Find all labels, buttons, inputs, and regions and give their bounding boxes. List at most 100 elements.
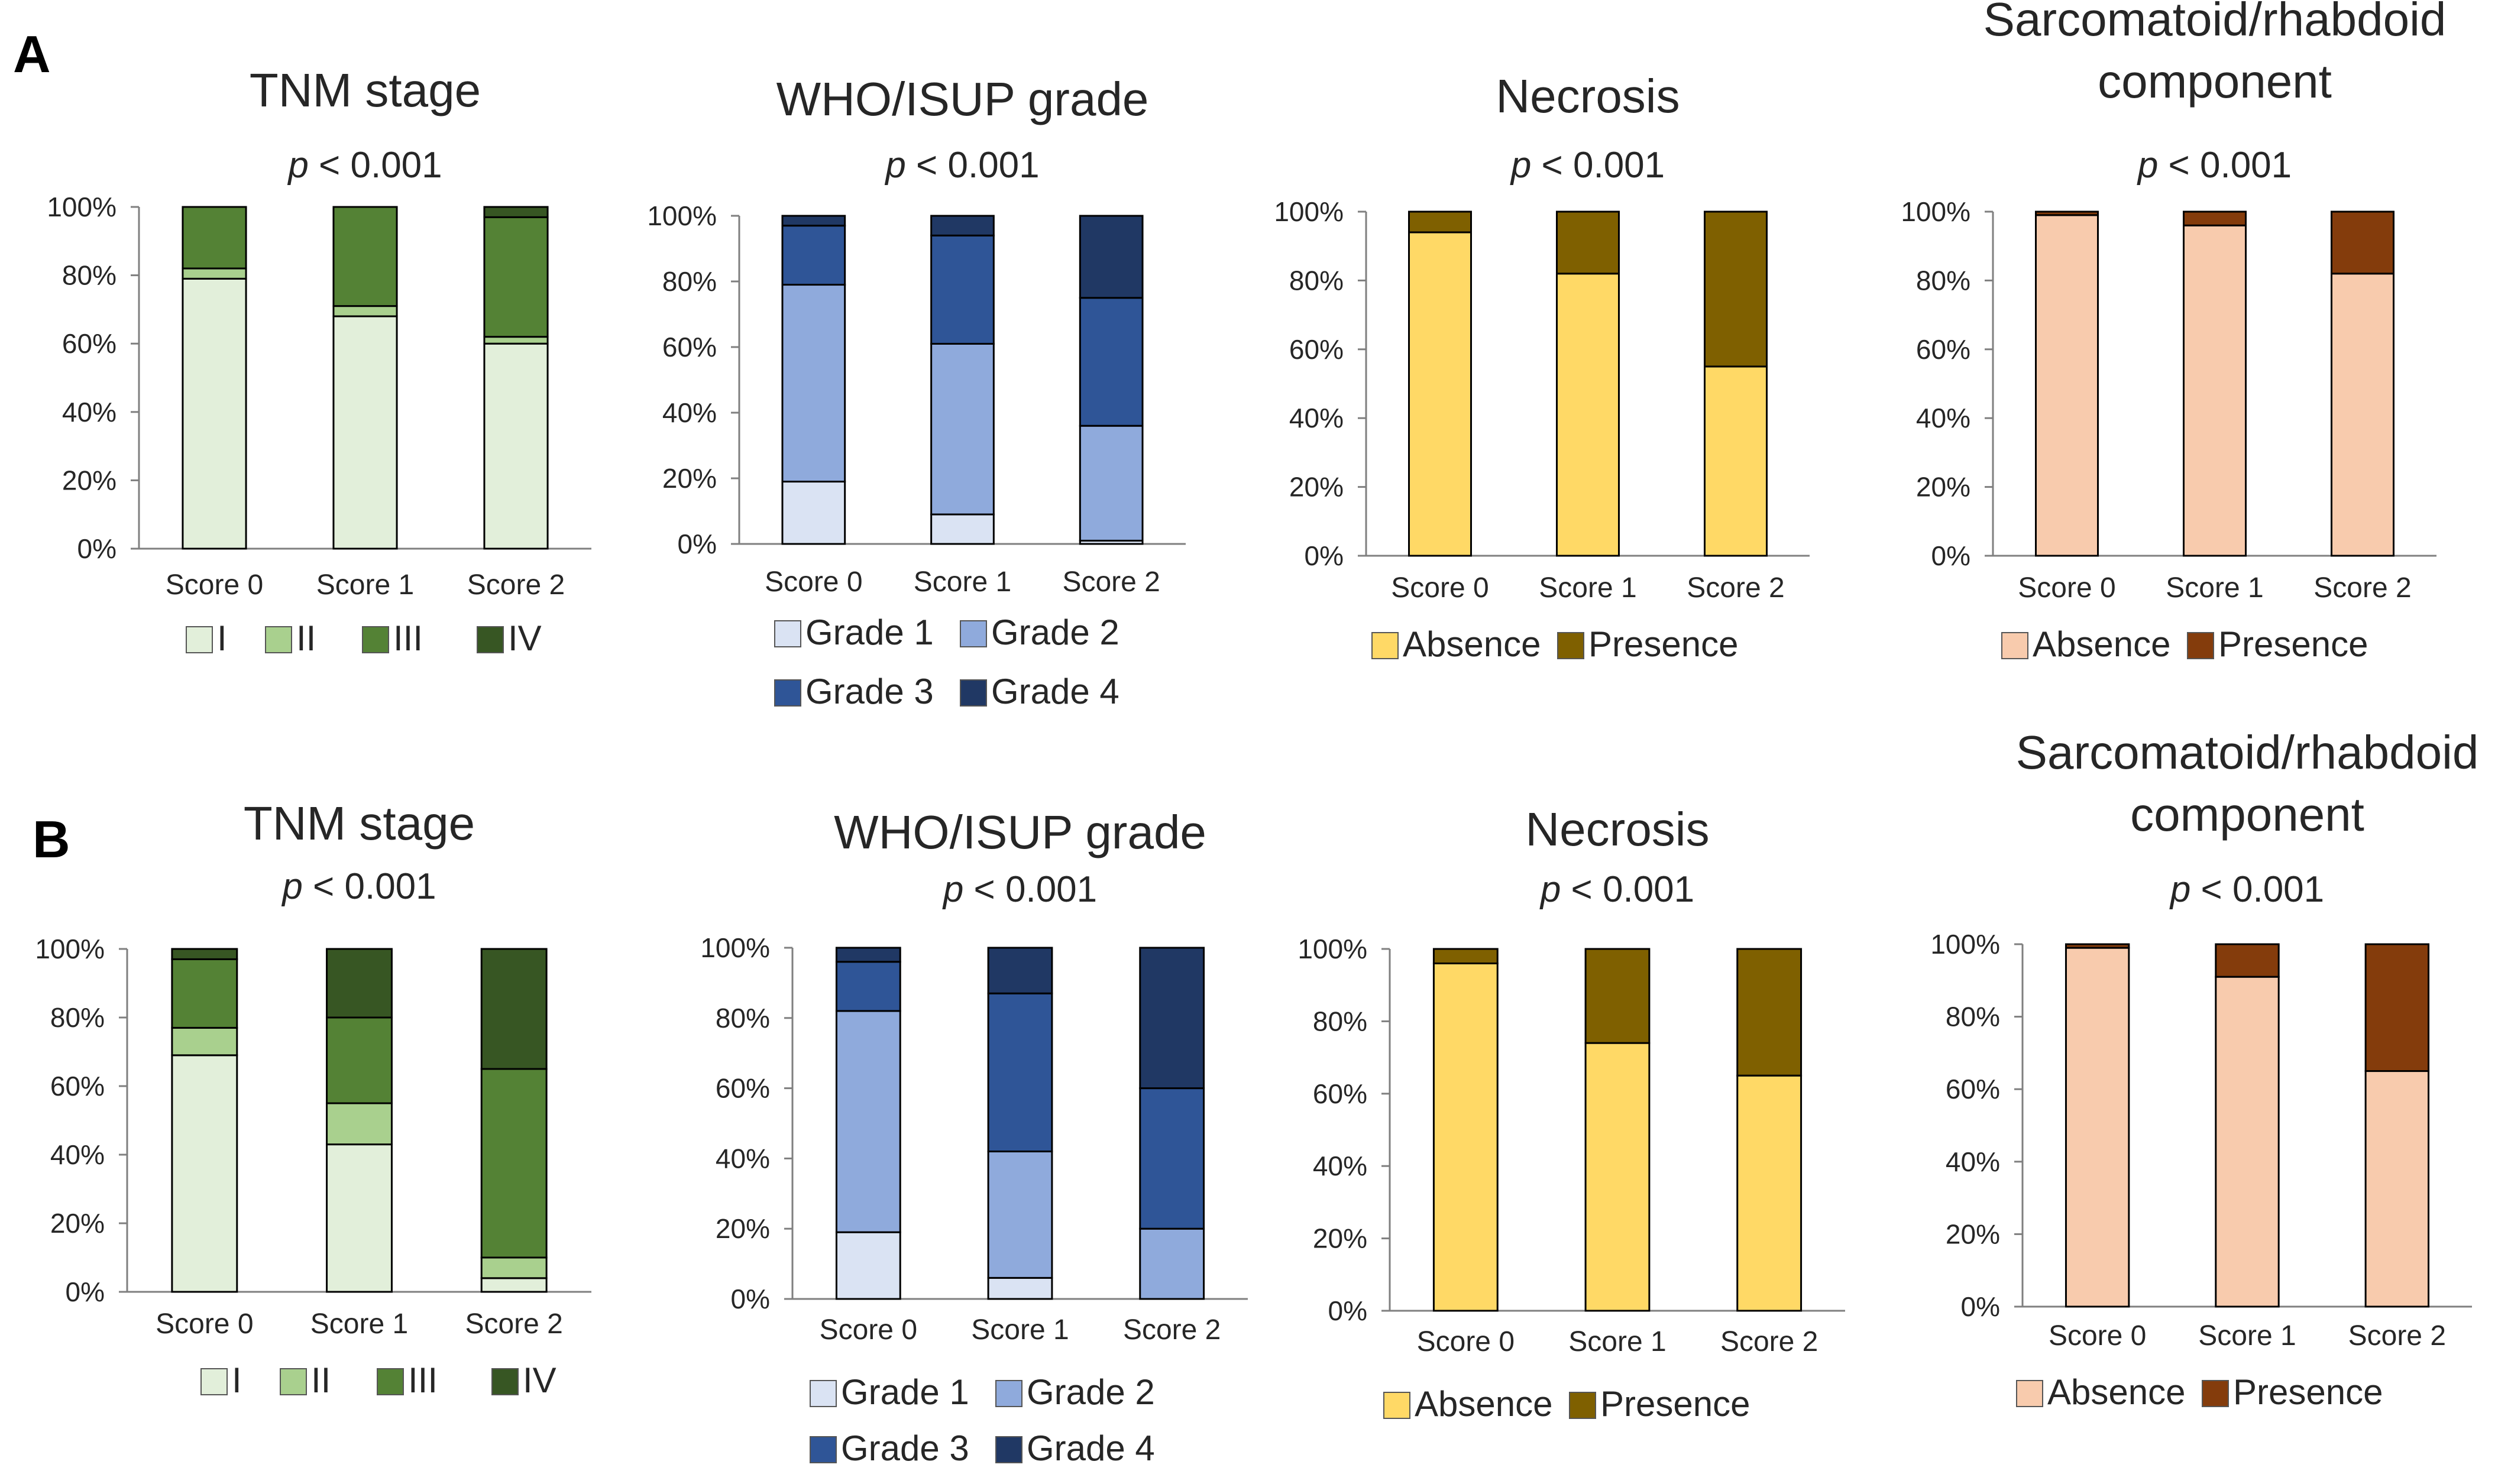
bar-segment-score-1-grade-2 [987, 1151, 1053, 1279]
legend-swatch [1371, 632, 1399, 659]
panel-label-a: A [13, 25, 51, 83]
bar-segment-score-1-presence [1584, 948, 1651, 1044]
chart-title: WHO/ISUP grade [776, 73, 1149, 125]
chart-4: Sarcomatoid/rhabdoid component p < 0.001 0%… [1901, 0, 2446, 664]
bar-segment-score-0-i [171, 1054, 238, 1293]
chart-5: TNM stage p < 0.001 0% 20% 40% 60% 80% 100% Scor… [35, 797, 591, 1400]
chart-8: Sarcomatoid/rhabdoid component p < 0.001 0%… [1930, 726, 2478, 1412]
legend-swatch [2001, 632, 2028, 659]
bar-segment-score-1-ii [326, 1102, 393, 1146]
y-tick-label: 100% [700, 932, 770, 963]
y-tick-label: 100% [35, 934, 105, 964]
p-value: p < 0.001 [2137, 145, 2292, 186]
legend-swatch [477, 626, 504, 653]
bar-segment-score-0-ii [182, 267, 247, 280]
bar-segment-score-1-i [326, 1143, 393, 1293]
panel-label-b: B [33, 810, 70, 869]
x-category-label: Score 2 [1123, 1314, 1221, 1346]
bar-segment-score-0-grade-4 [781, 215, 846, 227]
bar-segment-score-2-i [480, 1277, 548, 1293]
y-tick-label: 60% [1916, 334, 1970, 365]
x-category-label: Score 1 [310, 1308, 408, 1340]
legend-swatch [1383, 1392, 1410, 1419]
chart-1: TNM stage p < 0.001 0% 20% 40% 60% 80% 100% Scor… [47, 64, 591, 658]
p-value-text: < 0.001 [906, 145, 1040, 186]
bar-segment-score-2-iii [483, 216, 549, 338]
chart-title: Sarcomatoid/rhabdoid [2016, 726, 2479, 779]
p-value-symbol: p [287, 145, 308, 186]
y-tick-label: 80% [62, 260, 117, 291]
bar-segment-score-1-iv [326, 948, 393, 1019]
x-category-label: Score 0 [166, 569, 263, 601]
legend-label: Grade 1 [841, 1372, 969, 1412]
y-tick-label: 80% [662, 266, 717, 297]
y-tick-label: 20% [716, 1213, 770, 1244]
bar-segment-score-2-absence [1704, 365, 1768, 557]
bar-segment-score-2-absence [2364, 1070, 2430, 1308]
bar-segment-score-0-iv [171, 948, 238, 960]
bar-segment-score-1-absence [1584, 1042, 1651, 1312]
y-tick-label: 80% [1313, 1006, 1367, 1036]
x-category-label: Score 2 [1687, 572, 1784, 604]
legend-label: I [232, 1360, 242, 1400]
legend-label: Presence [2218, 624, 2368, 664]
bar-segment-score-0-absence [2065, 947, 2130, 1308]
x-category-label: Score 0 [1417, 1326, 1515, 1357]
bar-segment-score-2-presence [1704, 210, 1768, 368]
p-value: p < 0.001 [1510, 145, 1665, 186]
legend-swatch [377, 1368, 404, 1395]
chart-title: Necrosis [1496, 70, 1680, 122]
legend-label: Grade 3 [805, 672, 934, 711]
legend-swatch [960, 679, 987, 707]
x-category-label: Score 2 [1720, 1326, 1818, 1357]
bar-segment-score-0-grade-4 [835, 947, 901, 963]
legend-swatch [810, 1436, 837, 1463]
y-tick-label: 80% [50, 1002, 105, 1033]
y-tick-label: 20% [62, 465, 117, 495]
bar-segment-score-2-ii [483, 336, 549, 345]
legend-label: Grade 2 [991, 613, 1119, 652]
p-value-text: < 0.001 [2190, 869, 2324, 910]
x-category-label: Score 1 [1539, 572, 1636, 604]
chart-2: WHO/ISUP grade p < 0.001 0% 20% 40% 60% 80% 100… [647, 73, 1186, 711]
bar-segment-score-1-absence [2215, 976, 2280, 1308]
x-category-label: Score 1 [316, 569, 414, 601]
legend-swatch [1557, 632, 1584, 659]
p-value-text: < 0.001 [1531, 145, 1665, 186]
y-tick-label: 20% [1946, 1219, 2000, 1249]
p-value: p < 0.001 [942, 869, 1097, 910]
legend-swatch [2016, 1380, 2043, 1407]
y-tick-label: 80% [716, 1003, 770, 1033]
legend-swatch [2187, 632, 2214, 659]
y-tick-label: 20% [662, 463, 717, 494]
legend-swatch [995, 1380, 1022, 1407]
legend-swatch [1569, 1392, 1596, 1419]
p-value: p < 0.001 [884, 145, 1039, 186]
bar-segment-score-1-grade-2 [930, 342, 995, 516]
legend-label: Absence [2047, 1372, 2186, 1412]
bar-segment-score-2-grade-2 [1079, 425, 1144, 542]
x-category-label: Score 0 [2049, 1320, 2146, 1352]
legend-label: III [393, 618, 423, 658]
y-tick-label: 0% [1931, 540, 1970, 571]
bar-segment-score-0-absence [1408, 231, 1472, 557]
legend-label: Grade 2 [1027, 1372, 1155, 1412]
legend-swatch [362, 626, 389, 653]
y-tick-label: 40% [1916, 403, 1970, 433]
y-tick-label: 60% [662, 332, 717, 362]
legend-label: Grade 4 [991, 672, 1119, 711]
p-value: p < 0.001 [287, 145, 442, 186]
bar-segment-score-0-presence [1408, 210, 1472, 234]
legend-label: Grade 4 [1027, 1428, 1155, 1468]
y-tick-label: 0% [731, 1284, 770, 1314]
bar-segment-score-1-iii [326, 1016, 393, 1104]
y-tick-label: 40% [1313, 1151, 1367, 1181]
y-tick-label: 0% [66, 1276, 105, 1307]
y-tick-label: 20% [1313, 1223, 1367, 1254]
x-category-label: Score 2 [1062, 566, 1160, 598]
y-tick-label: 100% [1901, 196, 1970, 227]
chart-title: component [2098, 55, 2332, 108]
y-tick-label: 100% [1297, 934, 1367, 964]
x-category-label: Score 0 [765, 566, 862, 598]
